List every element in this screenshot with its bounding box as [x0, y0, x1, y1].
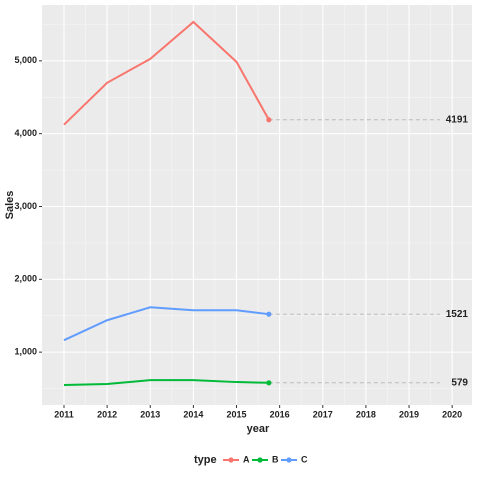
end-label: 4191 — [446, 114, 469, 125]
legend-key-point — [257, 457, 263, 463]
x-axis-label: year — [247, 423, 270, 435]
end-point — [266, 380, 272, 386]
y-axis-label: Sales — [4, 191, 16, 220]
x-tick-label: 2015 — [226, 409, 246, 419]
series-line — [63, 20, 270, 126]
series-line — [63, 306, 269, 342]
end-point — [266, 117, 272, 123]
x-tick-label: 2018 — [356, 409, 376, 419]
y-tick-label: 1,000 — [14, 347, 37, 357]
end-label: 1521 — [446, 309, 469, 320]
y-tick-label: 3,000 — [14, 201, 37, 211]
end-label: 579 — [451, 377, 468, 388]
y-tick-label: 5,000 — [14, 55, 37, 65]
y-tick-label: 4,000 — [14, 128, 37, 138]
x-tick-label: 2017 — [313, 409, 333, 419]
x-tick-label: 2019 — [399, 409, 419, 419]
legend-label: C — [301, 454, 308, 464]
legend-key-point — [228, 457, 234, 463]
x-tick-label: 2011 — [54, 409, 74, 419]
x-tick-label: 2014 — [183, 409, 203, 419]
series-line — [63, 379, 269, 387]
x-tick-label: 2020 — [442, 409, 462, 419]
legend-label: B — [272, 454, 279, 464]
x-tick-label: 2016 — [270, 409, 290, 419]
panel — [42, 5, 472, 405]
legend-label: A — [243, 454, 250, 464]
end-point — [266, 311, 272, 317]
legend-title: type — [194, 454, 217, 466]
x-tick-label: 2013 — [140, 409, 160, 419]
y-tick-label: 2,000 — [14, 274, 37, 284]
x-tick-label: 2012 — [97, 409, 117, 419]
legend-key-point — [286, 457, 292, 463]
